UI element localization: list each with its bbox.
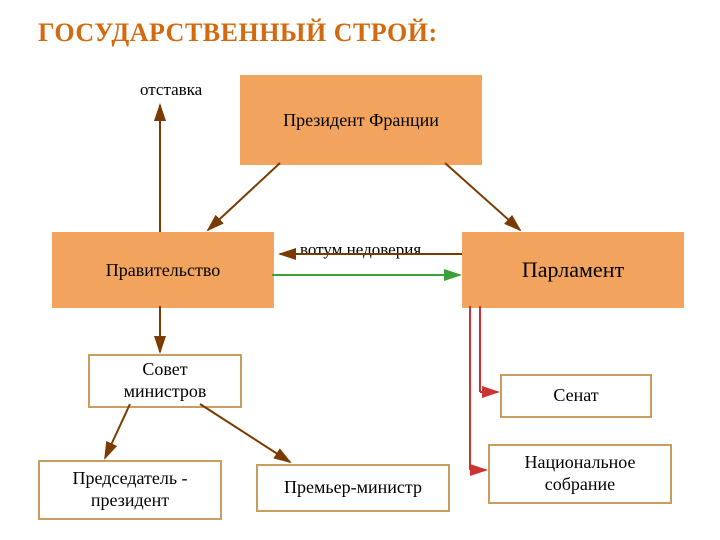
node-council: Совет министров — [88, 354, 242, 408]
label-resignation: отставка — [140, 80, 202, 100]
node-senate: Сенат — [500, 374, 652, 418]
node-chair: Председатель - президент — [38, 460, 222, 520]
label-confidence: вотум недоверия — [300, 240, 421, 260]
page-title: ГОСУДАРСТВЕННЫЙ СТРОЙ: — [38, 18, 438, 48]
node-assembly: Национальное собрание — [488, 444, 672, 504]
node-parliament: Парламент — [462, 232, 684, 308]
node-pm: Премьер-министр — [256, 464, 450, 512]
node-government: Правительство — [52, 232, 274, 308]
node-president: Президент Франции — [240, 75, 482, 165]
